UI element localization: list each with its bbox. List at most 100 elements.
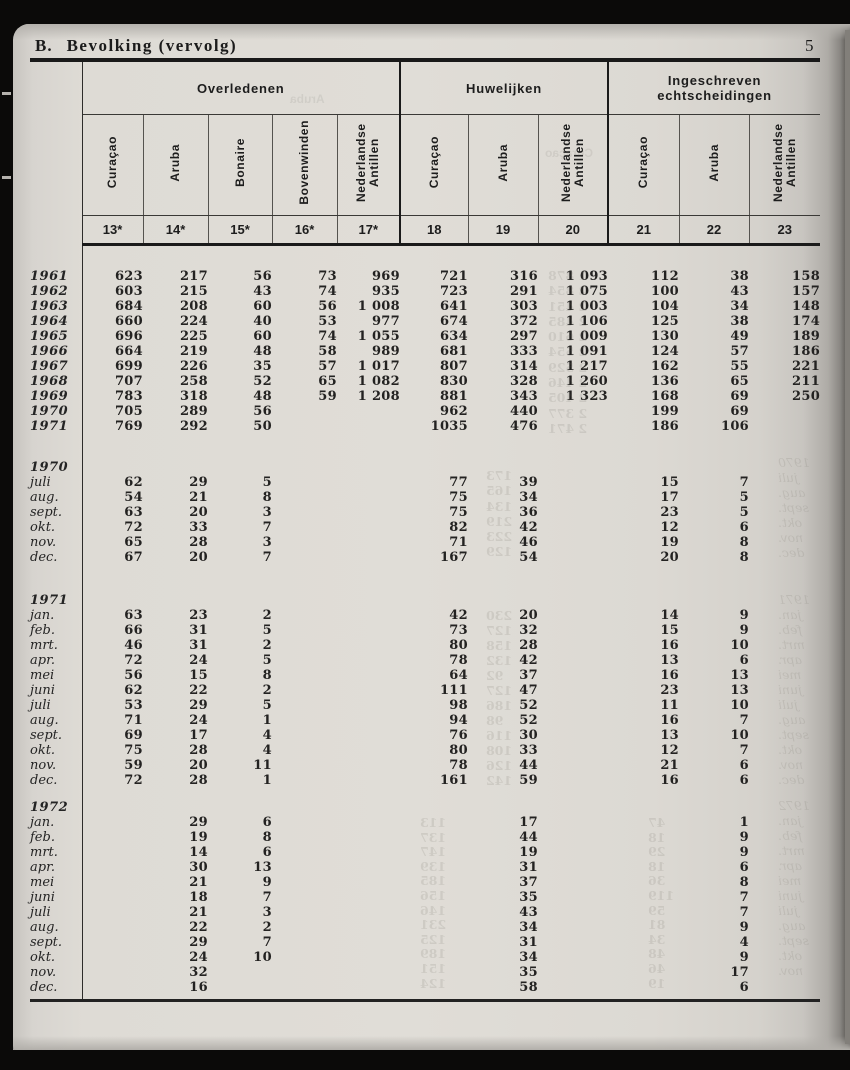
data-cell [272, 505, 337, 520]
data-cell [749, 475, 820, 490]
data-cell: 769 [114, 418, 143, 434]
row-label: mrt. [30, 844, 83, 860]
data-cell [272, 419, 337, 434]
data-cell: 7 [739, 712, 750, 728]
data-cell: 2 [262, 607, 272, 623]
data-cell: 24 [189, 949, 208, 965]
data-cell: 289 [179, 403, 208, 419]
data-cell: 35 [519, 964, 538, 980]
data-cell [272, 668, 337, 683]
data-cell [749, 935, 820, 950]
data-cell: 699 [114, 358, 143, 374]
book-binding [2, 176, 11, 179]
table-row: jan. 63 23 2 42 20 14 9 [30, 607, 820, 623]
data-cell [538, 713, 608, 728]
data-cell: 962 [439, 403, 468, 419]
data-cell: 674 [439, 313, 468, 329]
data-cell: 74 [318, 328, 337, 344]
data-cell [82, 830, 143, 845]
row-label: apr. [30, 652, 83, 668]
data-cell [337, 905, 400, 920]
row-label: dec. [30, 549, 83, 565]
data-cell [272, 758, 337, 773]
data-cell [272, 905, 337, 920]
data-cell [608, 860, 679, 875]
column-number: 16* [271, 215, 337, 246]
data-cell: 8 [739, 534, 750, 550]
data-cell [272, 550, 337, 565]
data-cell: 33 [519, 742, 538, 758]
data-cell [82, 950, 143, 965]
data-cell: 78 [449, 652, 468, 668]
data-cell: 219 [179, 343, 208, 359]
data-cell: 8 [262, 667, 272, 683]
data-cell: 8 [262, 829, 272, 845]
data-cell: 11 [253, 757, 272, 773]
data-cell: 24 [189, 652, 208, 668]
data-cell: 42 [449, 607, 468, 623]
data-cell: 4 [739, 934, 750, 950]
data-cell: 57 [318, 358, 337, 374]
data-cell [749, 653, 820, 668]
data-cell [272, 875, 337, 890]
column-group-header: Huwelijken [398, 60, 609, 115]
data-cell [749, 830, 820, 845]
data-cell: 9 [739, 622, 750, 638]
data-cell [337, 683, 400, 698]
next-page-edge [845, 30, 850, 1044]
data-cell: 13 [660, 727, 680, 743]
data-cell: 19 [519, 844, 538, 860]
data-cell: 316 [509, 268, 538, 284]
data-cell: 44 [519, 757, 538, 773]
table-row: nov. 32 35 17 [30, 964, 820, 980]
data-cell: 54 [519, 549, 538, 565]
data-cell: 49 [730, 328, 750, 344]
data-cell [272, 623, 337, 638]
data-cell: 75 [124, 742, 143, 758]
data-cell: 29 [189, 474, 208, 490]
row-label: aug. [30, 489, 83, 505]
data-cell: 174 [792, 313, 821, 329]
row-label: juli [30, 697, 83, 713]
data-cell: 1 009 [565, 328, 609, 344]
data-cell: 31 [189, 622, 208, 638]
data-cell [82, 890, 143, 905]
data-cell [400, 830, 468, 845]
data-cell: 19 [189, 829, 208, 845]
data-cell: 2 [262, 919, 272, 935]
data-cell: 1 017 [357, 358, 400, 374]
data-cell: 291 [509, 283, 538, 299]
data-cell: 71 [124, 712, 143, 728]
column-name-cell: Curaçao [82, 114, 143, 216]
data-cell [82, 920, 143, 935]
data-cell: 53 [318, 313, 337, 329]
data-cell: 34 [730, 298, 750, 314]
table-row: mei 21 9 37 8 [30, 874, 820, 890]
data-cell [272, 920, 337, 935]
data-cell [337, 980, 400, 995]
data-cell: 73 [318, 268, 337, 284]
data-cell [337, 773, 400, 788]
data-cell: 80 [449, 742, 468, 758]
table-row: jan. 29 6 17 1 [30, 814, 820, 830]
data-cell: 111 [439, 682, 468, 698]
table-row: juni 62 22 2 111 47 23 13 [30, 682, 820, 698]
data-cell [272, 935, 337, 950]
data-cell [538, 683, 608, 698]
data-cell: 60 [253, 328, 272, 344]
data-cell: 211 [792, 373, 821, 389]
data-cell [608, 980, 679, 995]
data-cell: 74 [318, 283, 337, 299]
data-cell: 130 [650, 328, 680, 344]
data-cell: 977 [371, 313, 400, 329]
row-label: feb. [30, 622, 83, 638]
row-label [30, 994, 83, 1001]
data-cell [608, 845, 679, 860]
data-cell: 162 [650, 358, 680, 374]
data-cell [538, 830, 608, 845]
data-cell: 63 [124, 607, 143, 623]
row-label: mei [30, 667, 83, 683]
data-cell: 48 [253, 388, 272, 404]
column-name-rotated: Nederlandse Antillen [558, 123, 586, 202]
table-row: mei 56 15 8 64 37 16 13 [30, 667, 820, 683]
